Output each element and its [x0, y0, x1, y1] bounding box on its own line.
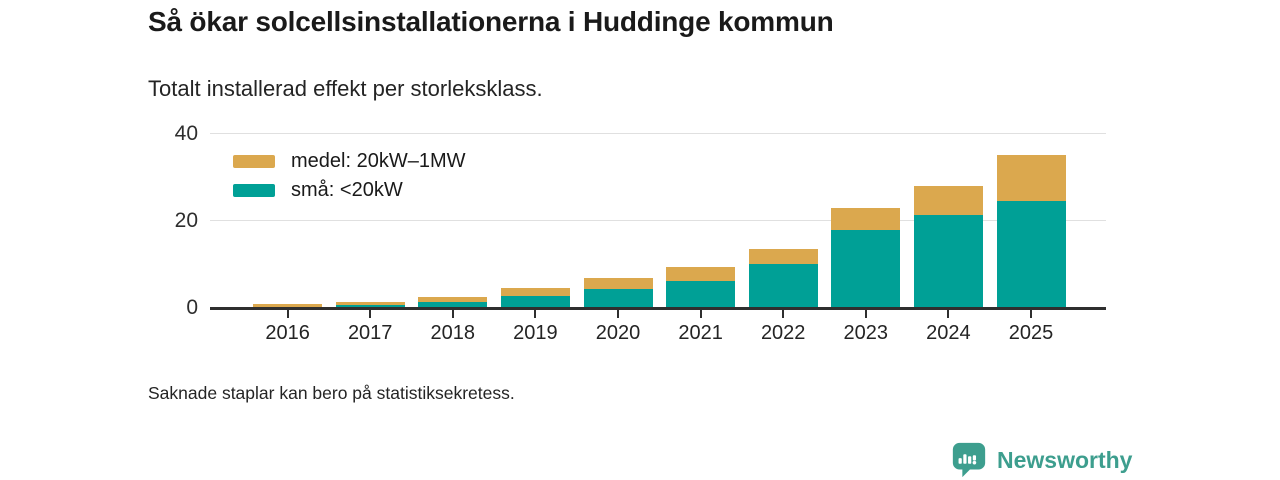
- x-tick-label: 2020: [595, 322, 641, 344]
- y-tick-label: 0: [186, 296, 198, 319]
- x-tick-label: 2016: [265, 322, 310, 344]
- bar-segment-medel: [500, 288, 570, 297]
- legend-swatch-medel: [233, 154, 275, 168]
- bar-segment-sma: [913, 215, 983, 308]
- x-axis-tick: [782, 310, 785, 318]
- x-axis-tick: [699, 310, 702, 318]
- bar-chart-speech-bubble-icon: [950, 441, 988, 479]
- bar-segment-sma: [666, 280, 736, 308]
- bar-segment-medel: [666, 266, 736, 281]
- x-tick-label: 2024: [926, 322, 971, 344]
- gridline: [210, 220, 1106, 222]
- legend-label-sma: små: <20kW: [291, 178, 403, 201]
- bar-segment-medel: [583, 277, 653, 289]
- x-axis-tick: [1030, 310, 1032, 318]
- legend-item-medel: medel: 20kW–1MW: [233, 150, 466, 172]
- bar-segment-medel: [831, 207, 901, 231]
- x-axis-tick: [864, 310, 867, 318]
- chart-subtitle: Totalt installerad effekt per storlekskl…: [148, 76, 543, 101]
- x-axis-line: [210, 307, 1106, 310]
- bar-segment-sma: [748, 264, 818, 308]
- bar-segment-medel: [335, 301, 405, 305]
- bar-segment-medel: [913, 185, 983, 216]
- legend-label-medel: medel: 20kW–1MW: [291, 149, 466, 172]
- x-tick-label: 2022: [760, 322, 806, 344]
- footnote: Saknade staplar kan bero på statistiksek…: [148, 383, 515, 403]
- newsworthy-logo-text: Newsworthy: [997, 446, 1133, 473]
- x-tick-label: 2018: [430, 322, 476, 344]
- x-axis-tick: [286, 310, 289, 318]
- bar-segment-sma: [583, 288, 653, 308]
- chart-title: Så ökar solcellsinstallationerna i Huddi…: [148, 6, 834, 37]
- legend-swatch-sma: [233, 183, 275, 197]
- bar-segment-medel: [996, 155, 1066, 202]
- bar-segment-sma: [996, 201, 1066, 308]
- bar-segment-sma: [418, 301, 488, 308]
- bar-segment-medel: [418, 297, 488, 302]
- x-axis-tick: [534, 310, 537, 318]
- newsworthy-logo: Newsworthy: [950, 441, 1132, 479]
- x-tick-label: 2021: [678, 322, 723, 344]
- gridline: [210, 133, 1106, 134]
- bar-segment-sma: [500, 296, 570, 308]
- x-axis-tick: [617, 310, 619, 318]
- legend-item-sma: små: <20kW: [233, 179, 466, 201]
- y-tick-label: 40: [174, 121, 198, 145]
- y-tick-label: 20: [174, 208, 198, 232]
- x-axis-tick: [369, 310, 372, 318]
- bar-segment-medel: [253, 303, 323, 308]
- x-tick-label: 2017: [347, 322, 393, 344]
- bar-segment-sma: [831, 230, 901, 308]
- x-axis-tick: [451, 310, 454, 318]
- x-tick-label: 2019: [513, 322, 558, 344]
- x-axis-tick: [947, 310, 950, 318]
- bar-segment-medel: [748, 249, 818, 265]
- x-tick-label: 2025: [1008, 322, 1054, 344]
- bar-segment-sma: [335, 304, 405, 308]
- legend: medel: 20kW–1MW små: <20kW: [233, 150, 466, 208]
- x-tick-label: 2023: [843, 322, 889, 344]
